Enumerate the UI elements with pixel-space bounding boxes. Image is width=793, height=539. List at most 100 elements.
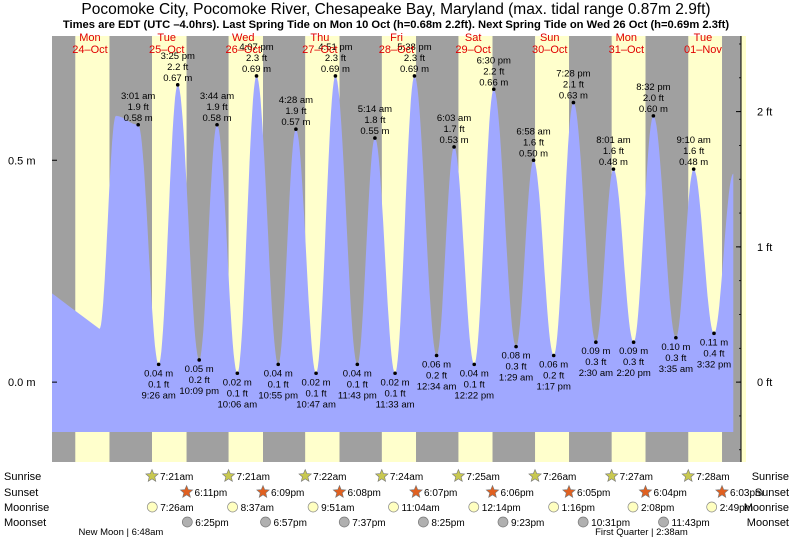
moonset-icon: [260, 516, 271, 528]
high-tide-point: [294, 127, 298, 131]
right-edge-band: [741, 36, 746, 462]
low-tide-time: 9:26 am: [141, 390, 175, 401]
sunset-time: 6:07pm: [424, 488, 457, 499]
low-tide-time: 10:55 pm: [258, 390, 298, 401]
left-axis-label: 0.0 m: [8, 377, 36, 389]
astro-row-label-right: Sunrise: [752, 471, 789, 483]
high-tide-feet: 2.3 ft: [325, 53, 346, 64]
sunrise-icon: [528, 468, 542, 482]
sunset-icon: [409, 484, 423, 498]
day-name: Sun: [540, 32, 560, 44]
moonset-icon: [658, 516, 669, 528]
high-tide-meters: 0.55 m: [360, 126, 389, 137]
high-tide-meters: 0.69 m: [242, 64, 271, 75]
low-tide-time: 1:29 am: [499, 373, 533, 384]
chart-header: Pocomoke City, Pocomoke River, Chesapeak…: [63, 1, 730, 31]
day-date: 30–Oct: [532, 44, 567, 56]
moonrise-time: 7:26am: [160, 503, 193, 514]
high-tide-time: 6:03 am: [437, 113, 471, 124]
sunset-icon: [562, 484, 576, 498]
high-tide-meters: 0.69 m: [400, 64, 429, 75]
low-tide-time: 2:30 am: [579, 368, 613, 379]
low-tide-feet: 0.4 ft: [703, 348, 724, 359]
sunset-time: 6:06pm: [501, 488, 534, 499]
day-date: 26–Oct: [226, 44, 261, 56]
low-tide-point: [434, 353, 439, 358]
sunrise-time: 7:28am: [696, 472, 729, 483]
high-tide-time: 3:44 am: [200, 91, 234, 102]
high-tide-point: [691, 167, 696, 171]
high-tide-feet: 1.7 ft: [444, 124, 465, 135]
low-tide-point: [314, 371, 318, 376]
sunset-time: 6:04pm: [654, 488, 687, 499]
low-tide-meters: 0.04 m: [460, 368, 489, 379]
high-tide-meters: 0.58 m: [124, 113, 153, 124]
low-tide-meters: 0.09 m: [581, 346, 610, 357]
sunset-icon: [256, 484, 270, 498]
day-date: 28–Oct: [379, 44, 414, 56]
low-tide-meters: 0.06 m: [539, 360, 568, 371]
tide-extremes: 3:01 am1.9 ft0.58 m0.04 m0.1 ft9:26 am3:…: [121, 42, 731, 410]
right-axis-label: 0 ft: [757, 377, 772, 389]
high-tide-point: [611, 167, 616, 171]
moonset-time: 6:57pm: [274, 518, 307, 529]
low-tide-feet: 0.1 ft: [347, 379, 368, 390]
high-tide-point: [491, 87, 496, 92]
high-tide-feet: 2.0 ft: [643, 93, 664, 104]
low-tide-point: [514, 344, 518, 349]
sunset-time: 6:05pm: [577, 488, 610, 499]
high-tide-meters: 0.57 m: [281, 117, 310, 128]
low-tide-meters: 0.02 m: [302, 377, 331, 388]
chart-title: Pocomoke City, Pocomoke River, Chesapeak…: [81, 1, 710, 18]
moon-phase-label: New Moon | 6:48am: [78, 527, 163, 538]
day-date: 25–Oct: [149, 44, 184, 56]
low-tide-meters: 0.02 m: [223, 377, 252, 388]
sunset-time: 6:09pm: [271, 488, 304, 499]
low-tide-feet: 0.2 ft: [189, 375, 210, 386]
low-tide-feet: 0.1 ft: [268, 379, 289, 390]
sunrise-time: 7:26am: [543, 472, 576, 483]
sunrise-icon: [374, 468, 389, 482]
low-tide-time: 11:43 pm: [338, 390, 377, 401]
sunrise-icon: [145, 468, 159, 482]
sunrise-time: 7:21am: [160, 472, 193, 483]
day-name: Sat: [465, 32, 482, 44]
high-tide-meters: 0.50 m: [519, 148, 548, 159]
high-tide-feet: 2.3 ft: [404, 53, 425, 64]
high-tide-meters: 0.58 m: [202, 113, 231, 124]
low-tide-point: [712, 331, 716, 336]
day-name: Mon: [79, 32, 100, 44]
high-tide-point: [175, 83, 180, 87]
low-tide-feet: 0.3 ft: [585, 357, 606, 368]
high-tide-meters: 0.66 m: [479, 77, 508, 88]
sunset-time: 6:08pm: [348, 488, 381, 499]
high-tide-point: [136, 122, 140, 127]
low-tide-time: 1:17 pm: [537, 382, 571, 393]
low-tide-feet: 0.1 ft: [464, 379, 485, 390]
sunset-time: 6:11pm: [195, 488, 228, 499]
low-tide-feet: 0.2 ft: [426, 371, 447, 382]
low-tide-point: [197, 358, 202, 362]
high-tide-feet: 1.6 ft: [523, 137, 544, 148]
low-tide-point: [156, 362, 161, 367]
low-tide-meters: 0.02 m: [381, 377, 410, 388]
moonrise-time: 12:14pm: [482, 503, 521, 514]
day-headers: Mon24–OctTue25–OctWed26–OctThu27–OctFri2…: [72, 32, 722, 56]
moonrise-time: 11:04am: [402, 503, 440, 514]
moonrise-time: 8:37am: [241, 503, 274, 514]
day-date: 27–Oct: [302, 44, 337, 56]
sunset-icon: [485, 484, 500, 498]
sunrise-icon: [298, 468, 313, 482]
moonrise-icon: [548, 501, 560, 513]
high-tide-meters: 0.67 m: [163, 73, 192, 84]
astronomy-rows: Sunrise Sunrise Sunset Sunset Moonrise Moonri…: [4, 468, 789, 538]
sunset-icon: [638, 484, 653, 498]
moonrise-time: 2:49pm: [720, 503, 753, 514]
low-tide-time: 2:20 pm: [616, 368, 650, 379]
sunrise-time: 7:27am: [620, 472, 653, 483]
low-tide-feet: 0.1 ft: [385, 388, 406, 399]
high-tide-time: 4:51 pm: [318, 42, 352, 53]
high-tide-meters: 0.63 m: [559, 91, 588, 102]
low-tide-point: [472, 362, 477, 367]
astro-row-label-left: Moonrise: [4, 502, 49, 514]
